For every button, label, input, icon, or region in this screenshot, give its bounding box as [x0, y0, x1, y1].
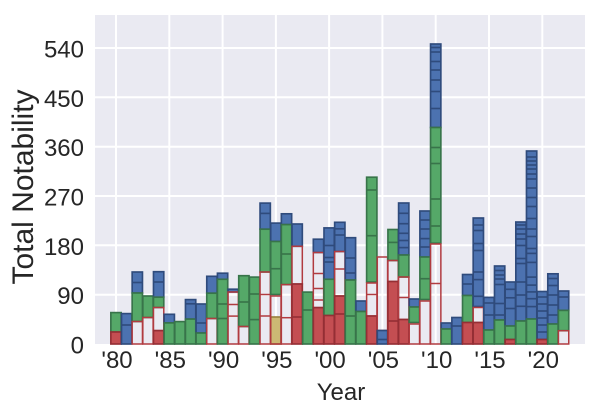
svg-text:180: 180 — [44, 234, 84, 261]
svg-text:'15: '15 — [474, 347, 505, 374]
svg-text:'95: '95 — [261, 347, 292, 374]
svg-text:'00: '00 — [314, 347, 345, 374]
svg-text:Year: Year — [317, 379, 366, 406]
svg-text:Total Notability: Total Notability — [7, 89, 40, 284]
svg-text:360: 360 — [44, 135, 84, 162]
svg-text:90: 90 — [57, 283, 84, 310]
svg-text:'05: '05 — [368, 347, 399, 374]
svg-text:'20: '20 — [528, 347, 559, 374]
svg-text:'80: '80 — [101, 347, 132, 374]
svg-text:'90: '90 — [208, 347, 239, 374]
svg-text:450: 450 — [44, 86, 84, 113]
svg-text:'85: '85 — [155, 347, 186, 374]
svg-text:540: 540 — [44, 37, 84, 64]
svg-text:'10: '10 — [421, 347, 452, 374]
svg-text:0: 0 — [71, 333, 84, 360]
svg-text:270: 270 — [44, 185, 84, 212]
